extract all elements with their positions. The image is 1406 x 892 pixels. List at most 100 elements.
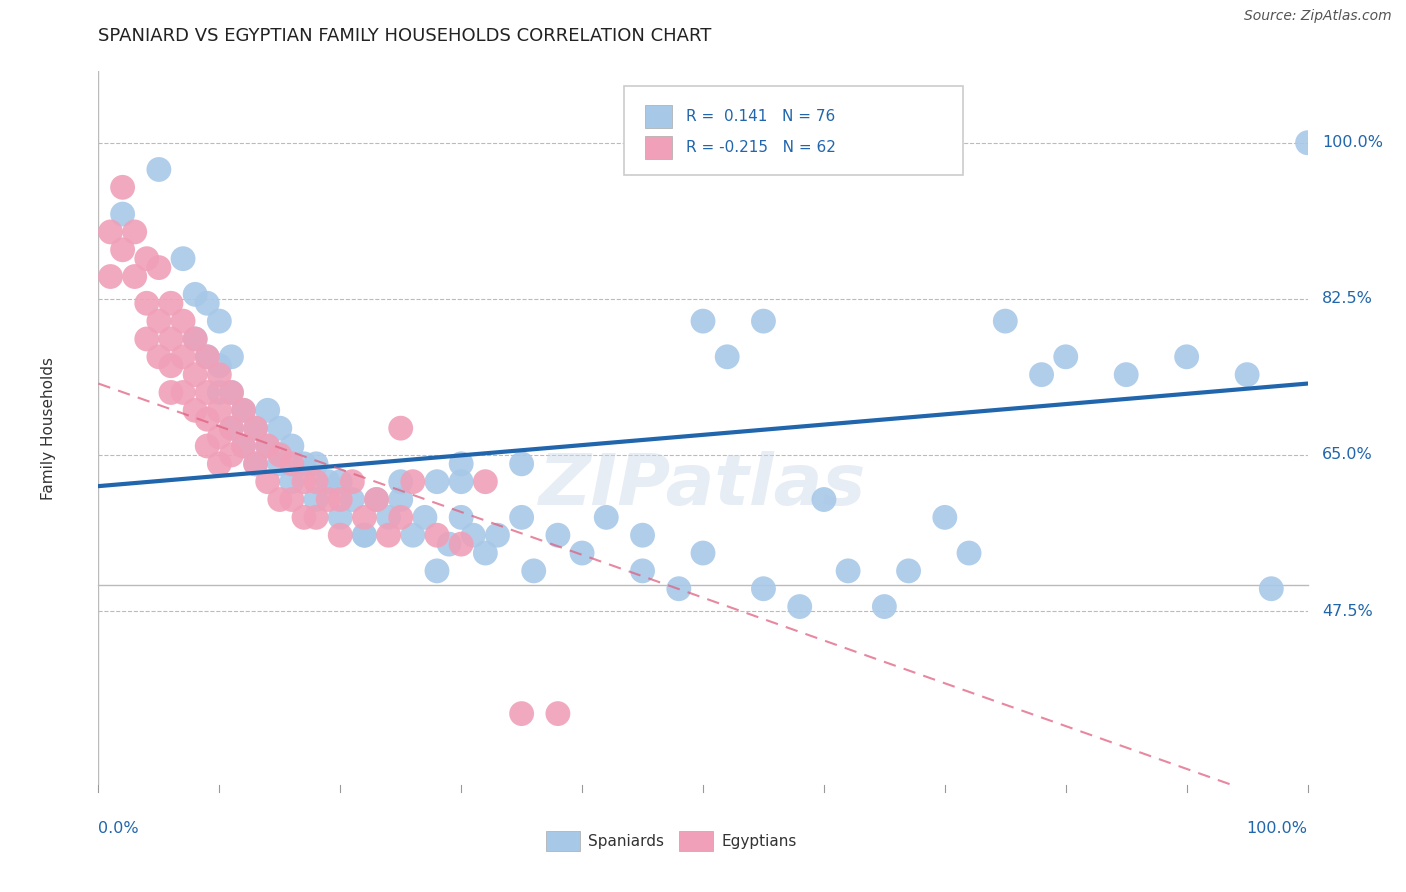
Point — [160, 296, 183, 310]
Point — [232, 439, 254, 453]
Point — [316, 475, 339, 489]
Point — [450, 510, 472, 524]
Point — [305, 457, 328, 471]
Point — [752, 314, 775, 328]
Point — [208, 385, 231, 400]
Point — [172, 350, 194, 364]
Point — [221, 385, 243, 400]
Point — [353, 510, 375, 524]
Text: 47.5%: 47.5% — [1322, 604, 1372, 618]
Point — [245, 457, 267, 471]
Point — [837, 564, 859, 578]
Bar — [645, 136, 672, 159]
Point — [377, 528, 399, 542]
Point — [208, 359, 231, 373]
FancyBboxPatch shape — [624, 86, 963, 175]
Point — [389, 492, 412, 507]
Point — [148, 350, 170, 364]
Text: ZIPatlas: ZIPatlas — [540, 450, 866, 520]
Text: Source: ZipAtlas.com: Source: ZipAtlas.com — [1244, 9, 1392, 23]
Point — [245, 421, 267, 435]
Point — [245, 457, 267, 471]
Point — [450, 537, 472, 551]
Point — [184, 287, 207, 301]
Point — [402, 528, 425, 542]
Point — [135, 332, 157, 346]
Text: 100.0%: 100.0% — [1322, 136, 1384, 150]
Point — [402, 475, 425, 489]
Text: 82.5%: 82.5% — [1322, 292, 1374, 306]
Point — [208, 430, 231, 444]
Point — [221, 421, 243, 435]
Point — [474, 546, 496, 560]
Point — [195, 350, 218, 364]
Text: 100.0%: 100.0% — [1247, 821, 1308, 836]
Point — [366, 492, 388, 507]
Bar — [645, 105, 672, 128]
Text: Spaniards: Spaniards — [588, 834, 664, 849]
Point — [208, 368, 231, 382]
Text: 65.0%: 65.0% — [1322, 448, 1372, 462]
Point — [450, 475, 472, 489]
Point — [256, 439, 278, 453]
Point — [305, 510, 328, 524]
Point — [305, 475, 328, 489]
Point — [221, 421, 243, 435]
Point — [111, 207, 134, 221]
Point — [100, 225, 122, 239]
Point — [160, 359, 183, 373]
Point — [100, 269, 122, 284]
Point — [172, 385, 194, 400]
Point — [135, 296, 157, 310]
Bar — [679, 831, 713, 851]
Point — [269, 457, 291, 471]
Point — [437, 537, 460, 551]
Point — [135, 252, 157, 266]
Text: R =  0.141   N = 76: R = 0.141 N = 76 — [686, 109, 835, 124]
Point — [716, 350, 738, 364]
Point — [245, 421, 267, 435]
Point — [523, 564, 546, 578]
Point — [1236, 368, 1258, 382]
Point — [329, 510, 352, 524]
Text: R = -0.215   N = 62: R = -0.215 N = 62 — [686, 140, 837, 155]
Point — [510, 457, 533, 471]
Point — [221, 385, 243, 400]
Point — [148, 314, 170, 328]
Point — [329, 475, 352, 489]
Point — [292, 475, 315, 489]
Point — [111, 180, 134, 194]
Point — [160, 332, 183, 346]
Point — [329, 528, 352, 542]
Point — [195, 385, 218, 400]
Point — [631, 528, 654, 542]
Point — [1260, 582, 1282, 596]
Point — [256, 439, 278, 453]
Point — [208, 457, 231, 471]
Point — [389, 475, 412, 489]
Point — [184, 368, 207, 382]
Point — [1031, 368, 1053, 382]
Point — [547, 528, 569, 542]
Point — [195, 350, 218, 364]
Point — [994, 314, 1017, 328]
Point — [426, 564, 449, 578]
Point — [292, 457, 315, 471]
Point — [172, 252, 194, 266]
Point — [111, 243, 134, 257]
Point — [897, 564, 920, 578]
Point — [413, 510, 436, 524]
Text: SPANIARD VS EGYPTIAN FAMILY HOUSEHOLDS CORRELATION CHART: SPANIARD VS EGYPTIAN FAMILY HOUSEHOLDS C… — [98, 27, 711, 45]
Point — [232, 439, 254, 453]
Point — [934, 510, 956, 524]
Point — [813, 492, 835, 507]
Point — [184, 332, 207, 346]
Point — [752, 582, 775, 596]
Point — [426, 475, 449, 489]
Point — [789, 599, 811, 614]
Point — [256, 475, 278, 489]
Point — [195, 439, 218, 453]
Point — [389, 510, 412, 524]
Point — [873, 599, 896, 614]
Point — [353, 528, 375, 542]
